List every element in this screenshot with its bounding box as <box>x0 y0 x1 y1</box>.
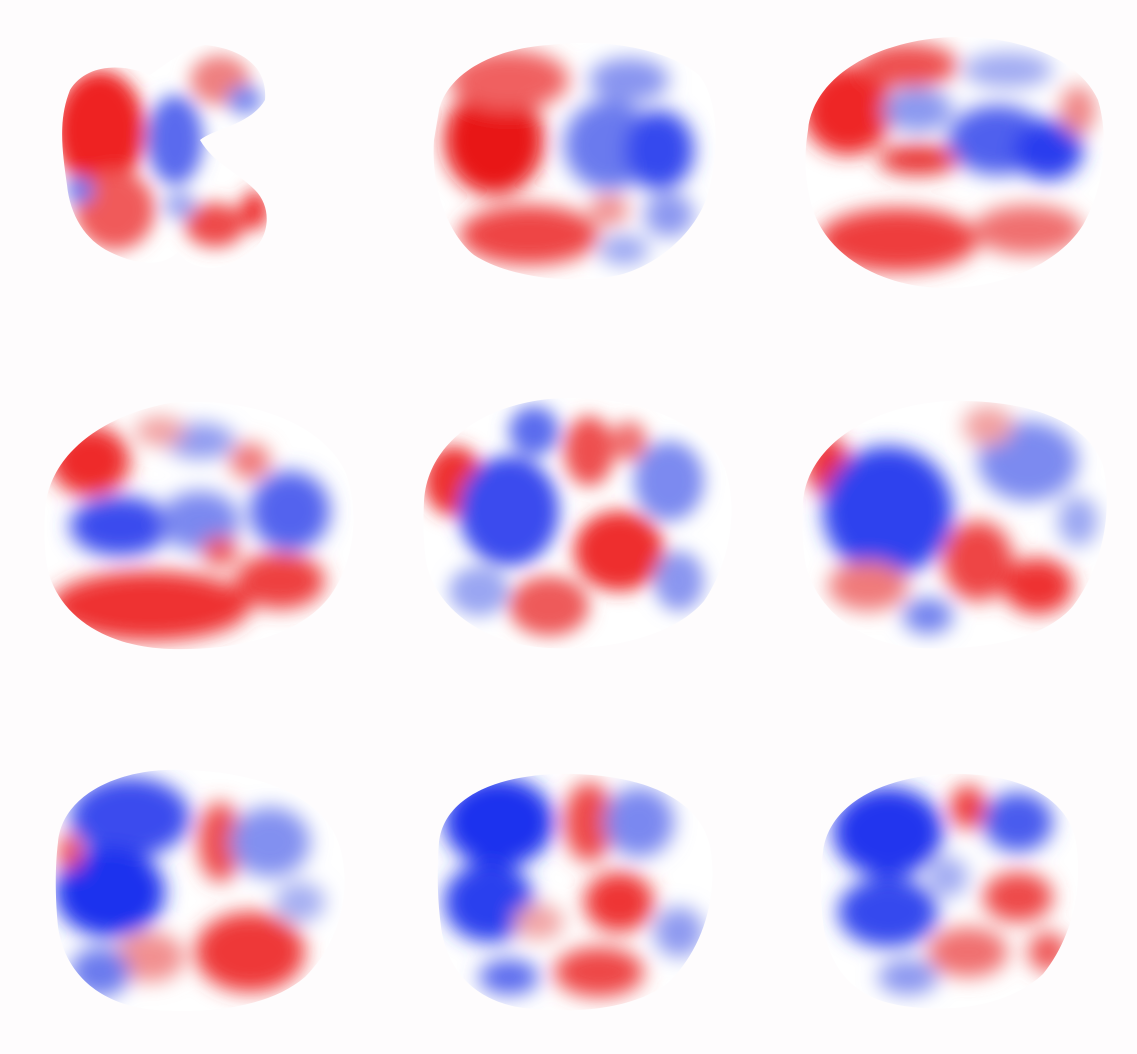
brain-slice-panel <box>0 702 379 1053</box>
brain-slice-panel <box>758 0 1137 351</box>
brain-slice-2 <box>433 43 716 280</box>
brain-slice-3 <box>805 37 1104 289</box>
brain-slice-7 <box>55 769 345 1012</box>
brain-slice-panel <box>0 0 379 351</box>
brain-slice-panel <box>0 351 379 702</box>
brain-slice-6 <box>802 400 1107 649</box>
brain-slice-4 <box>44 401 354 650</box>
brain-slice-panel <box>379 0 758 351</box>
brain-slice-panel <box>379 702 758 1053</box>
brain-slice-panel <box>379 351 758 702</box>
brain-slice-panel <box>758 351 1137 702</box>
brain-slice-8 <box>437 773 713 1011</box>
brain-slice-9 <box>820 773 1079 1009</box>
brain-slice-panel <box>758 702 1137 1053</box>
brain-slice-5 <box>423 398 732 649</box>
brain-slice-1 <box>62 45 267 268</box>
